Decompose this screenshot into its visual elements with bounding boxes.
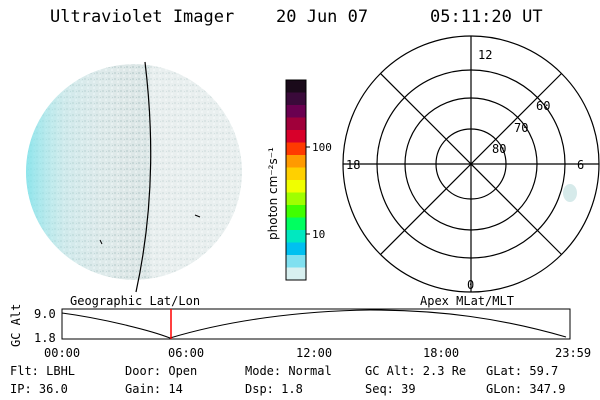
info-gcalt: GC Alt: 2.3 Re bbox=[365, 364, 467, 378]
colorbar-swatch bbox=[286, 80, 306, 93]
info-flt: Flt: LBHL bbox=[10, 364, 76, 378]
info-glon: GLon: 347.9 bbox=[486, 382, 566, 396]
colorbar-swatch bbox=[286, 92, 306, 106]
info-glat: GLat: 59.7 bbox=[486, 364, 559, 378]
uv-image-globe bbox=[26, 64, 242, 280]
colorbar-swatch bbox=[286, 142, 306, 156]
colorbar-swatch bbox=[286, 155, 306, 168]
orbit-xtick-1800: 18:00 bbox=[423, 346, 459, 360]
colorbar-swatch bbox=[286, 230, 306, 243]
orbit-ylabel: GC Alt bbox=[9, 304, 23, 347]
orbit-plot-frame bbox=[61, 308, 571, 340]
colorbar-frame bbox=[285, 79, 307, 281]
orbit-xtick-1200: 12:00 bbox=[296, 346, 332, 360]
info-mode: Mode: Normal bbox=[245, 364, 332, 378]
info-gain: Gain: 14 bbox=[125, 382, 183, 396]
info-dsp: Dsp: 1.8 bbox=[245, 382, 303, 396]
time-label: 05:11:20 UT bbox=[430, 7, 543, 27]
orbit-ytick-9: 9.0 bbox=[34, 307, 56, 321]
mlt-label-0: 0 bbox=[467, 278, 474, 292]
coastline-fragment bbox=[194, 214, 201, 218]
mlt-label-6: 6 bbox=[577, 158, 584, 172]
orbit-xtick-0000: 00:00 bbox=[44, 346, 80, 360]
colorbar-swatch bbox=[286, 167, 306, 181]
colorbar-swatch bbox=[286, 105, 306, 118]
info-door: Door: Open bbox=[125, 364, 198, 378]
orbit-xtick-2359: 23:59 bbox=[555, 346, 591, 360]
lat-label-80: 80 bbox=[492, 142, 506, 156]
colorbar-swatch bbox=[286, 255, 306, 268]
lat-label-70: 70 bbox=[514, 121, 528, 135]
mlt-label-12: 12 bbox=[478, 48, 492, 62]
info-ip: IP: 36.0 bbox=[10, 382, 68, 396]
aurora-spot bbox=[563, 184, 577, 202]
colorbar bbox=[285, 79, 307, 281]
orbit-ytick-1-8: 1.8 bbox=[34, 331, 56, 345]
altitude-curve bbox=[61, 309, 567, 339]
info-seq: Seq: 39 bbox=[365, 382, 416, 396]
orbit-xtick-0600: 06:00 bbox=[168, 346, 204, 360]
mlt-label-18: 18 bbox=[346, 158, 360, 172]
colorbar-swatch bbox=[286, 192, 306, 206]
colorbar-tick-label-10: 10 bbox=[312, 228, 325, 241]
coastline-fragment bbox=[99, 239, 103, 245]
colorbar-unit-label: photon cm⁻²s⁻¹ bbox=[266, 147, 280, 240]
terminator-line bbox=[135, 61, 152, 293]
colorbar-tick-label-100: 100 bbox=[312, 141, 332, 154]
colorbar-swatch bbox=[286, 130, 306, 143]
colorbar-swatch bbox=[286, 180, 306, 193]
colorbar-swatch bbox=[286, 217, 306, 231]
date-label: 20 Jun 07 bbox=[276, 7, 369, 27]
colorbar-swatch bbox=[286, 267, 306, 281]
app-title: Ultraviolet Imager bbox=[50, 7, 235, 27]
colorbar-swatch bbox=[286, 117, 306, 131]
colorbar-swatch bbox=[286, 205, 306, 218]
colorbar-swatch bbox=[286, 242, 306, 256]
geo-label: Geographic Lat/Lon bbox=[70, 294, 200, 308]
apex-label: Apex MLat/MLT bbox=[420, 294, 514, 308]
polar-plot bbox=[342, 35, 600, 293]
lat-label-60: 60 bbox=[536, 99, 550, 113]
